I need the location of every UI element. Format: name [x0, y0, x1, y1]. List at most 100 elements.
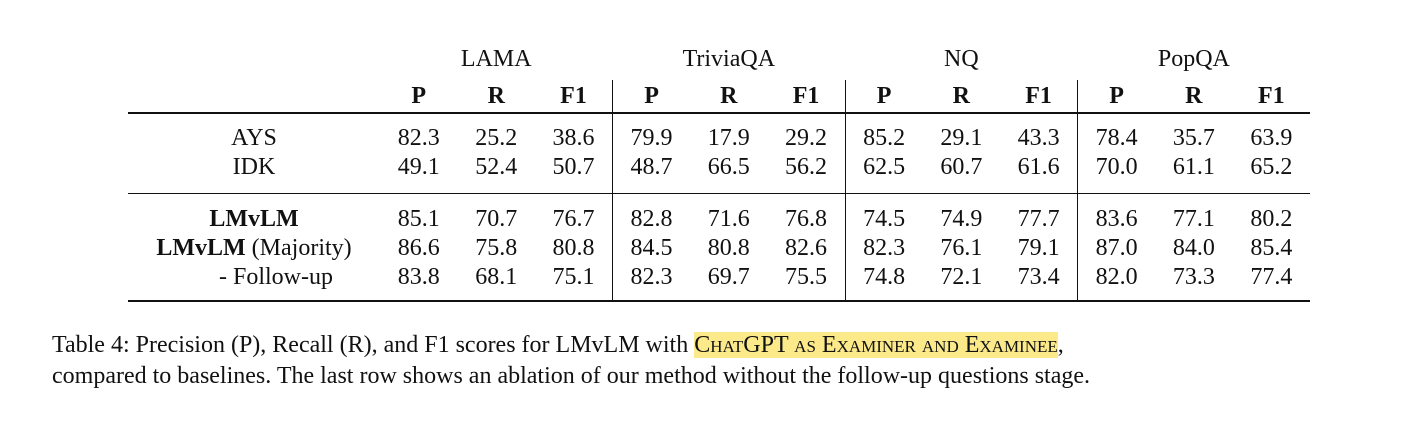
table-cell-best: 80.8 [552, 235, 595, 261]
table-cell: 70.7 [475, 206, 518, 232]
table-row-lmvlm-majority: LMvLM (Majority) 86.6 75.8 80.8 84.5 80.… [128, 234, 1310, 263]
table-cell: 83.6 [1077, 205, 1156, 234]
spacer-row [128, 292, 1311, 302]
table-cell: 70.0 [1077, 153, 1156, 182]
spacer-row [128, 182, 1311, 194]
method-name: LMvLM [209, 206, 299, 232]
metric-header: F1 [767, 80, 846, 114]
table-cell: 85.1 [397, 206, 440, 232]
table-cell: 75.1 [552, 264, 595, 290]
results-table: LAMA TriviaQA NQ PopQA P R F1 P R F1 P R… [128, 28, 1311, 302]
row-method-label: LMvLM [128, 205, 380, 234]
caption-text-2: , [1057, 332, 1064, 358]
table-cell: 74.8 [844, 263, 923, 292]
table-cell: 77.1 [1172, 206, 1215, 232]
metric-header: P [612, 80, 691, 114]
table-cell: 50.7 [552, 154, 595, 180]
table-cell: 38.6 [552, 125, 595, 151]
table-cell: 73.3 [1172, 264, 1215, 290]
table-row-ays: AYS 82.3 25.2 38.6 79.9 17.9 29.2 85.2 2… [128, 124, 1310, 153]
table-cell-best: 82.6 [785, 235, 828, 261]
table-cell: 77.7 [1017, 206, 1060, 232]
method-suffix: (Majority) [245, 235, 352, 261]
table-cell: 78.4 [1077, 124, 1156, 153]
caption-line-1: Table 4: Precision (P), Recall (R), and … [52, 330, 1392, 361]
table-cell: 66.5 [707, 154, 750, 180]
table-cell: 56.2 [785, 154, 828, 180]
table-cell: 74.9 [940, 206, 983, 232]
table-cell: 85.2 [844, 124, 923, 153]
row-method-label: IDK [232, 154, 276, 180]
table-cell: 74.5 [844, 205, 923, 234]
table-cell: 80.2 [1250, 206, 1293, 232]
results-table-wrapper: LAMA TriviaQA NQ PopQA P R F1 P R F1 P R… [128, 28, 1311, 302]
table-cell: 49.1 [397, 154, 440, 180]
caption-line-2: compared to baselines. The last row show… [52, 363, 1091, 389]
caption-highlight: ChatGPT as Examiner and Examinee [694, 332, 1058, 358]
table-cell: 83.8 [397, 264, 440, 290]
table-cell: 25.2 [475, 125, 518, 151]
table-cell-best: 85.4 [1250, 235, 1293, 261]
table-cell: 35.7 [1172, 125, 1215, 151]
table-cell: 65.2 [1250, 154, 1293, 180]
metric-header: R [457, 80, 535, 114]
table-cell: 17.9 [707, 125, 750, 151]
table-cell: 62.5 [844, 153, 923, 182]
metric-header: F1 [1000, 80, 1078, 114]
table-cell: 71.6 [707, 206, 750, 232]
header-corner [128, 28, 380, 80]
dataset-header-triviaqa: TriviaQA [682, 46, 776, 72]
table-cell-best: 75.8 [475, 235, 518, 261]
row-method-label: - Follow-up [219, 264, 333, 290]
table-cell: 72.1 [940, 264, 983, 290]
table-cell-best: 84.0 [1172, 235, 1215, 261]
table-cell: 29.1 [940, 125, 983, 151]
table-cell: 82.0 [1077, 263, 1156, 292]
metric-header: F1 [535, 80, 613, 114]
table-cell: 63.9 [1250, 125, 1293, 151]
table-cell: 76.8 [785, 206, 828, 232]
metric-header: F1 [1232, 80, 1311, 114]
table-cell-best: 79.1 [1017, 235, 1060, 261]
metric-header: P [1077, 80, 1156, 114]
spacer-row [128, 113, 1310, 124]
metric-header: R [690, 80, 768, 114]
table-caption: Table 4: Precision (P), Recall (R), and … [52, 330, 1392, 392]
metric-header-row: P R F1 P R F1 P R F1 P R F1 [128, 80, 1311, 114]
table-row-idk: IDK 49.1 52.4 50.7 48.7 66.5 56.2 62.5 6… [128, 153, 1310, 182]
table-cell: 76.7 [552, 206, 595, 232]
metric-header-corner [128, 80, 380, 114]
table-cell: 48.7 [612, 153, 691, 182]
table-cell: 61.1 [1172, 154, 1215, 180]
table-cell-best: 82.3 [844, 234, 923, 263]
dataset-header-nq: NQ [943, 46, 979, 72]
table-cell: 52.4 [475, 154, 518, 180]
metric-header: P [380, 80, 458, 114]
table-cell-best: 87.0 [1077, 234, 1156, 263]
method-name: LMvLM [156, 235, 246, 261]
dataset-header-row: LAMA TriviaQA NQ PopQA [128, 28, 1310, 80]
row-method-label: LMvLM (Majority) [128, 234, 380, 263]
table-cell-best: 86.6 [397, 235, 440, 261]
table-cell: 60.7 [940, 154, 983, 180]
table-cell: 77.4 [1250, 264, 1293, 290]
table-cell: 29.2 [785, 125, 828, 151]
table-row-follow-up-ablation: - Follow-up 83.8 68.1 75.1 82.3 69.7 75.… [128, 263, 1310, 292]
table-cell-best: 76.1 [940, 235, 983, 261]
table-cell: 68.1 [475, 264, 518, 290]
metric-header: R [922, 80, 1001, 114]
table-cell: 61.6 [1017, 154, 1060, 180]
table-cell-best: 80.8 [707, 235, 750, 261]
table-row-lmvlm: LMvLM 85.1 70.7 76.7 82.8 71.6 76.8 74.5… [128, 205, 1310, 234]
metric-header: R [1155, 80, 1233, 114]
table-cell-best: 84.5 [612, 234, 691, 263]
table-cell: 69.7 [707, 264, 750, 290]
table-cell: 79.9 [612, 124, 691, 153]
table-cell: 82.8 [612, 205, 691, 234]
metric-header: P [844, 80, 923, 114]
table-cell: 82.3 [612, 263, 691, 292]
dataset-header-lama: LAMA [460, 46, 532, 72]
table-cell: 82.3 [397, 125, 440, 151]
table-cell: 43.3 [1017, 125, 1060, 151]
table-cell: 75.5 [785, 264, 828, 290]
